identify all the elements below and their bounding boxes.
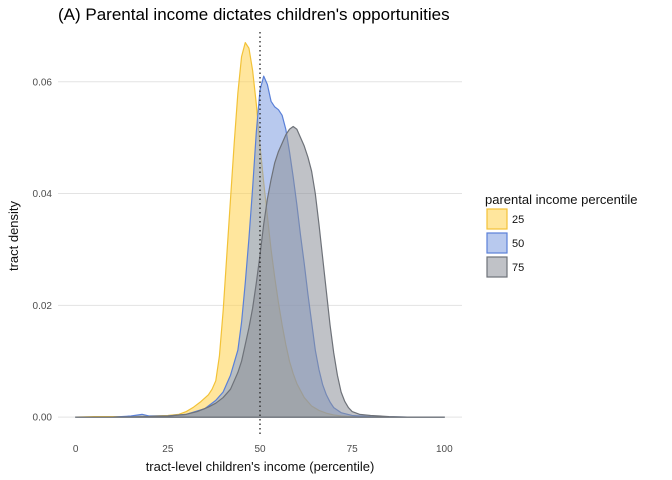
y-tick-label: 0.06 [33, 77, 53, 88]
legend: parental income percentile 25 50 75 [485, 192, 637, 278]
y-tick-label: 0.04 [33, 189, 53, 200]
x-tick-label: 75 [347, 444, 359, 455]
chart-title: (A) Parental income dictates children's … [58, 5, 450, 24]
x-tick-label: 100 [436, 444, 453, 455]
legend-key-75 [486, 256, 508, 278]
legend-title: parental income percentile [485, 192, 637, 207]
legend-label-25: 25 [512, 214, 524, 226]
legend-key-25 [486, 208, 508, 230]
legend-label-75: 75 [512, 262, 524, 274]
x-tick-label: 0 [73, 444, 79, 455]
y-axis-title: tract density [6, 200, 21, 271]
legend-key-50 [486, 232, 508, 254]
y-tick-label: 0.00 [33, 413, 53, 424]
legend-label-50: 50 [512, 238, 524, 250]
tick-labels: 0.00 0.02 0.04 0.06 0 25 50 75 100 [33, 77, 454, 455]
x-tick-label: 50 [254, 444, 266, 455]
x-axis-title: tract-level children's income (percentil… [146, 459, 375, 474]
y-tick-label: 0.02 [33, 301, 53, 312]
x-tick-label: 25 [162, 444, 174, 455]
